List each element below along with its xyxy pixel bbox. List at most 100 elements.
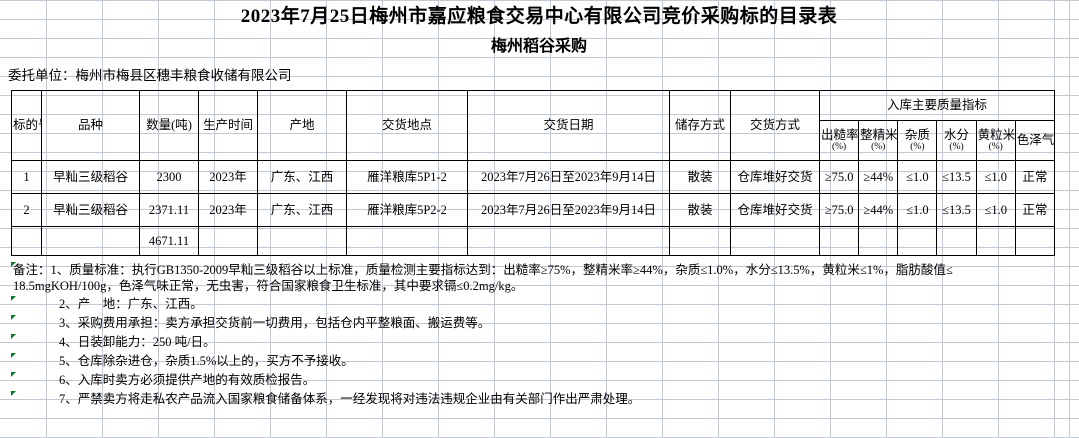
total-cell-delivery-method: [730, 226, 820, 256]
col-header-za-zhi: 杂质 (%): [897, 120, 938, 161]
cell-error-flag-icon: [11, 372, 16, 377]
cell-quantity: 2300: [139, 160, 199, 194]
notes-section: 备注：1、质量标准：执行GB1350-2009早籼三级稻谷以上标准，质量检测主要…: [11, 262, 1055, 410]
note-row-4: 4、日装卸能力：250 吨/日。: [11, 334, 1055, 353]
col-header-huang-li-mi: 黄粒米 (%): [975, 120, 1016, 161]
col-header-delivery-method: 交货方式: [730, 90, 820, 161]
entrusting-unit-line: 委托单位：梅州市梅县区穗丰粮食收储有限公司: [8, 68, 292, 83]
note-2: 2、产 地：广东、江西。: [59, 297, 203, 311]
total-cell-zheng-jing-mi-lv: [858, 226, 899, 256]
note-1-line-1: 备注：1、质量标准：执行GB1350-2009早籼三级稻谷以上标准，质量检测主要…: [13, 263, 953, 277]
quality-name-1: 整精米率: [860, 127, 898, 142]
note-4: 4、日装卸能力：250 吨/日。: [59, 335, 216, 349]
total-cell-se-ze-qi-wei: [1014, 226, 1056, 256]
cell-bid-no: 2: [11, 193, 42, 227]
cell-delivery-date: 2023年7月26日至2023年9月14日: [467, 160, 670, 194]
cell-error-flag-icon: [11, 296, 16, 301]
note-row-6: 6、入库时卖方必须提供产地的有效质检报告。: [11, 372, 1055, 391]
table-body: 1 早籼三级稻谷 2300 2023年 广东、江西 雁洋粮库5P1-2 2023…: [11, 160, 1056, 256]
note-3: 3、采购费用承担：卖方承担交货前一切费用，包括仓内平整粮面、搬运费等。: [59, 316, 491, 330]
cell-delivery-place: 雁洋粮库5P2-2: [346, 193, 468, 227]
quality-name-3: 水分: [944, 127, 970, 142]
table-header-row-1: 标的号 品种 数量(吨) 生产时间 产地 交货地点 交货日期 储存方式 交货方式…: [11, 90, 1055, 161]
bid-catalog-table: 标的号 品种 数量(吨) 生产时间 产地 交货地点 交货日期 储存方式 交货方式…: [11, 90, 1056, 256]
cell-storage-method: 散装: [669, 160, 731, 194]
col-header-bid-no: 标的号: [11, 90, 42, 161]
col-header-delivery-place: 交货地点: [346, 90, 468, 161]
cell-origin: 广东、江西: [257, 193, 347, 227]
col-header-delivery-date: 交货日期: [467, 90, 670, 161]
note-row-2: 2、产 地：广东、江西。: [11, 296, 1055, 315]
quality-unit-4: (%): [988, 142, 1003, 153]
col-header-chu-cao-lv: 出糙率 (%): [818, 120, 860, 161]
col-header-se-ze-qi-wei: 色泽气味: [1014, 120, 1056, 161]
note-row-1: 备注：1、质量标准：执行GB1350-2009早籼三级稻谷以上标准，质量检测主要…: [11, 262, 1055, 296]
total-cell-variety: [41, 226, 140, 256]
col-header-shui-fen: 水分 (%): [936, 120, 977, 161]
quality-unit-3: (%): [949, 142, 964, 153]
cell-zheng-jing-mi-lv: ≥44%: [858, 193, 899, 227]
cell-shui-fen: ≤13.5: [936, 160, 977, 194]
total-cell-za-zhi: [897, 226, 938, 256]
cell-origin: 广东、江西: [257, 160, 347, 194]
col-header-quality-group: 入库主要质量指标: [819, 90, 1055, 121]
total-cell-delivery-date: [467, 226, 670, 256]
cell-delivery-date: 2023年7月26日至2023年9月14日: [467, 193, 670, 227]
total-cell-bid-no: [11, 226, 42, 256]
cell-huang-li-mi: ≤1.0: [975, 160, 1016, 194]
cell-error-flag-icon: [11, 391, 16, 396]
note-1-line-2: 18.5mgKOH/100g，色泽气味正常，无虫害，符合国家粮食卫生标准，其中要…: [13, 279, 524, 293]
note-6: 6、入库时卖方必须提供产地的有效质检报告。: [59, 373, 316, 387]
cell-za-zhi: ≤1.0: [897, 160, 938, 194]
cell-error-flag-icon: [11, 334, 16, 339]
total-cell-shui-fen: [936, 226, 977, 256]
col-header-production-time: 生产时间: [198, 90, 258, 161]
cell-zheng-jing-mi-lv: ≥44%: [858, 160, 899, 194]
table-total-row: 4671.11: [11, 226, 1056, 256]
cell-huang-li-mi: ≤1.0: [975, 193, 1016, 227]
note-row-7: 7、严禁卖方将走私农产品流入国家粮食储备体系，一经发现将对违法违规企业由有关部门…: [11, 391, 1055, 410]
cell-storage-method: 散装: [669, 193, 731, 227]
cell-production-time: 2023年: [198, 193, 258, 227]
quality-unit-2: (%): [910, 142, 925, 153]
total-cell-production-time: [198, 226, 258, 256]
quality-name-0: 出糙率: [821, 127, 859, 142]
table-row: 2 早籼三级稻谷 2371.11 2023年 广东、江西 雁洋粮库5P2-2 2…: [11, 193, 1056, 227]
col-header-storage-method: 储存方式: [669, 90, 731, 161]
quality-name-4: 黄粒米: [977, 127, 1016, 142]
note-row-3: 3、采购费用承担：卖方承担交货前一切费用，包括仓内平整粮面、搬运费等。: [11, 315, 1055, 334]
page-subtitle: 梅州稻谷采购: [490, 38, 587, 55]
cell-delivery-method: 仓库堆好交货: [730, 193, 820, 227]
cell-delivery-place: 雁洋粮库5P1-2: [346, 160, 468, 194]
total-cell-huang-li-mi: [975, 226, 1016, 256]
cell-za-zhi: ≤1.0: [897, 193, 938, 227]
note-row-5: 5、仓库除杂进仓，杂质1.5%以上的，买方不予接收。: [11, 353, 1055, 372]
col-header-origin: 产地: [257, 90, 347, 161]
note-7: 7、严禁卖方将走私农产品流入国家粮食储备体系，一经发现将对违法违规企业由有关部门…: [59, 392, 641, 406]
quality-name-2: 杂质: [904, 127, 930, 142]
quality-name-5: 色泽气味: [1016, 133, 1055, 148]
cell-production-time: 2023年: [198, 160, 258, 194]
table-head: 标的号 品种 数量(吨) 生产时间 产地 交货地点 交货日期 储存方式 交货方式…: [11, 90, 1056, 161]
total-cell-origin: [257, 226, 347, 256]
cell-delivery-method: 仓库堆好交货: [730, 160, 820, 194]
cell-bid-no: 1: [11, 160, 42, 194]
cell-se-ze-qi-wei: 正常: [1014, 160, 1056, 194]
quality-unit-1: (%): [871, 142, 886, 153]
cell-shui-fen: ≤13.5: [936, 193, 977, 227]
total-cell-quantity: 4671.11: [139, 226, 199, 256]
cell-error-flag-icon: [11, 353, 16, 358]
note-5: 5、仓库除杂进仓，杂质1.5%以上的，买方不予接收。: [59, 354, 354, 368]
page-title: 2023年7月25日梅州市嘉应粮食交易中心有限公司竞价采购标的目录表: [240, 6, 838, 27]
cell-variety: 早籼三级稻谷: [41, 160, 140, 194]
table-row: 1 早籼三级稻谷 2300 2023年 广东、江西 雁洋粮库5P1-2 2023…: [11, 160, 1056, 194]
cell-variety: 早籼三级稻谷: [41, 193, 140, 227]
cell-chu-cao-lv: ≥75.0: [818, 160, 860, 194]
cell-se-ze-qi-wei: 正常: [1014, 193, 1056, 227]
col-header-quantity: 数量(吨): [139, 90, 199, 161]
col-header-variety: 品种: [41, 90, 140, 161]
total-cell-delivery-place: [346, 226, 468, 256]
cell-error-flag-icon: [11, 262, 16, 267]
cell-chu-cao-lv: ≥75.0: [818, 193, 860, 227]
